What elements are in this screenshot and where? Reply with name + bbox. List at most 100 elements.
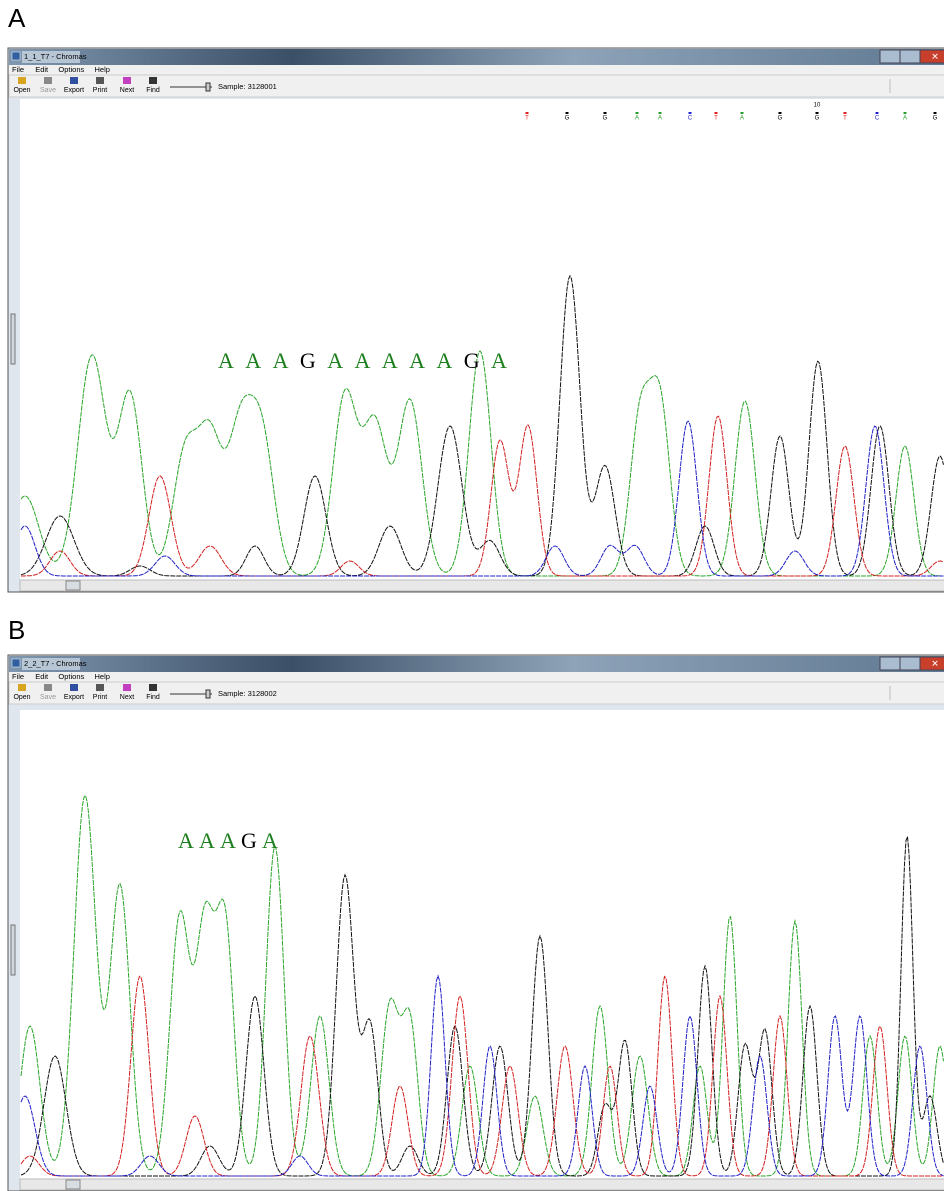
toolbar-button[interactable]: Export <box>64 87 84 94</box>
base-call: A <box>740 116 744 122</box>
menu-item[interactable]: File <box>12 65 24 74</box>
toolbar-icon[interactable] <box>96 77 104 84</box>
base-call: C <box>688 116 693 122</box>
toolbar-icon[interactable] <box>123 77 131 84</box>
menu-item[interactable]: Edit <box>35 65 49 74</box>
window-title: 2_2_T7 - Chromas <box>24 659 87 668</box>
annotation-letter: A <box>178 828 194 853</box>
annotation-letter: A <box>355 348 371 373</box>
toolbar-button[interactable]: Next <box>120 694 134 701</box>
app-icon <box>12 659 20 667</box>
base-call: A <box>658 116 662 122</box>
annotation-letter: G <box>464 348 480 373</box>
menu-item[interactable]: Options <box>58 65 84 74</box>
window-title: 1_1_T7 - Chromas <box>24 52 87 61</box>
toolbar-button[interactable]: Save <box>40 694 56 701</box>
toolbar-icon[interactable] <box>18 77 26 84</box>
base-tick <box>904 112 907 114</box>
slider-thumb[interactable] <box>206 83 210 91</box>
base-tick <box>779 112 782 114</box>
annotation-letter: A <box>218 348 234 373</box>
toolbar-button[interactable]: Next <box>120 87 134 94</box>
annotation-letter: A <box>245 348 261 373</box>
menu-item[interactable]: Edit <box>35 672 49 681</box>
toolbar-button[interactable]: Export <box>64 694 84 701</box>
maximize-button[interactable] <box>900 50 920 63</box>
base-tick <box>689 112 692 114</box>
base-call: C <box>875 116 880 122</box>
annotation-letter: A <box>273 348 289 373</box>
toolbar-icon[interactable] <box>96 684 104 691</box>
slider-thumb[interactable] <box>206 690 210 698</box>
toolbar-icon[interactable] <box>70 77 78 84</box>
menu-bar <box>9 65 944 75</box>
toolbar-icon[interactable] <box>44 684 52 691</box>
menu-item[interactable]: Options <box>58 672 84 681</box>
annotation-letter: A <box>199 828 215 853</box>
annotation-letter: A <box>382 348 398 373</box>
screenshot: A 1_1_T7 - Chromas ✕ File Edit Options Help Ope… <box>0 0 944 1191</box>
base-tick <box>659 112 662 114</box>
annotation-letter: G <box>300 348 316 373</box>
menu-item[interactable]: Help <box>95 65 110 74</box>
horizontal-scrollbar <box>20 580 944 591</box>
scroll-thumb[interactable] <box>66 1180 80 1189</box>
menu-bar <box>9 672 944 682</box>
base-tick <box>566 112 569 114</box>
base-tick <box>636 112 639 114</box>
toolbar-button[interactable]: Open <box>13 87 30 94</box>
app-icon <box>12 52 20 60</box>
base-call: G <box>815 116 820 122</box>
title-bar <box>9 656 944 672</box>
base-call: G <box>933 116 938 122</box>
toolbar-button[interactable]: Find <box>146 694 160 701</box>
base-tick <box>604 112 607 114</box>
trace-canvas <box>20 99 944 580</box>
vertical-scroll-handle[interactable] <box>11 314 15 364</box>
menu-item[interactable]: Help <box>95 672 110 681</box>
base-tick <box>816 112 819 114</box>
toolbar-icon[interactable] <box>18 684 26 691</box>
base-tick <box>741 112 744 114</box>
base-call: G <box>778 116 783 122</box>
menu-item[interactable]: File <box>12 672 24 681</box>
sample-label: Sample: 3128001 <box>218 82 277 91</box>
toolbar-button[interactable]: Save <box>40 87 56 94</box>
vertical-scroll-handle[interactable] <box>11 925 15 975</box>
base-call: T <box>843 116 847 122</box>
annotation-letter: A <box>262 828 278 853</box>
toolbar-icon[interactable] <box>70 684 78 691</box>
annotation-letter: A <box>220 828 236 853</box>
base-call: G <box>565 116 570 122</box>
close-icon: ✕ <box>931 51 939 61</box>
annotation-letter: G <box>241 828 257 853</box>
maximize-button[interactable] <box>900 657 920 670</box>
base-tick <box>844 112 847 114</box>
toolbar-icon[interactable] <box>44 77 52 84</box>
sample-label: Sample: 3128002 <box>218 689 277 698</box>
base-call: A <box>635 116 639 122</box>
base-index: 10 <box>814 103 821 109</box>
annotation-letter: A <box>409 348 425 373</box>
base-tick <box>526 112 529 114</box>
toolbar-icon[interactable] <box>149 77 157 84</box>
base-call: T <box>714 116 718 122</box>
panel-label: B <box>8 615 25 645</box>
toolbar-button[interactable]: Print <box>93 694 107 701</box>
toolbar-button[interactable]: Open <box>13 694 30 701</box>
base-tick <box>876 112 879 114</box>
panel-label: A <box>8 3 26 33</box>
annotation-letter: A <box>327 348 343 373</box>
base-call: T <box>525 116 529 122</box>
minimize-button[interactable] <box>880 50 900 63</box>
horizontal-scrollbar <box>20 1179 944 1190</box>
annotation-letter: A <box>491 348 507 373</box>
toolbar-icon[interactable] <box>149 684 157 691</box>
annotation-letter: A <box>436 348 452 373</box>
title-bar <box>9 49 944 65</box>
toolbar-button[interactable]: Print <box>93 87 107 94</box>
minimize-button[interactable] <box>880 657 900 670</box>
toolbar-button[interactable]: Find <box>146 87 160 94</box>
toolbar-icon[interactable] <box>123 684 131 691</box>
scroll-thumb[interactable] <box>66 581 80 590</box>
